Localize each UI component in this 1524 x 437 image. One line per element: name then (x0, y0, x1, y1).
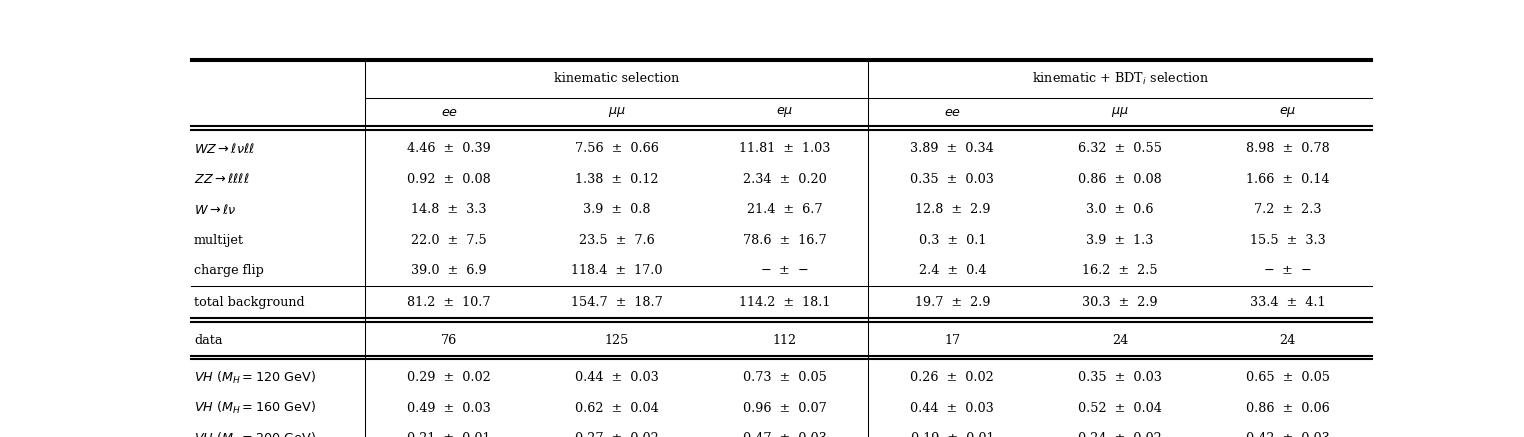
Text: 76: 76 (440, 334, 457, 347)
Text: 0.73  ±  0.05: 0.73 ± 0.05 (742, 371, 826, 384)
Text: kinematic + BDT$_i$ selection: kinematic + BDT$_i$ selection (1032, 70, 1209, 87)
Text: 16.2  ±  2.5: 16.2 ± 2.5 (1082, 264, 1158, 277)
Text: 7.2  ±  2.3: 7.2 ± 2.3 (1254, 203, 1321, 216)
Text: multijet: multijet (194, 234, 244, 247)
Text: $W \rightarrow \ell\nu$: $W \rightarrow \ell\nu$ (194, 203, 236, 217)
Text: 33.4  ±  4.1: 33.4 ± 4.1 (1250, 296, 1326, 309)
Text: 1.66  ±  0.14: 1.66 ± 0.14 (1247, 173, 1329, 186)
Text: 3.9  ±  0.8: 3.9 ± 0.8 (584, 203, 651, 216)
Text: 3.0  ±  0.6: 3.0 ± 0.6 (1087, 203, 1154, 216)
Text: 0.86  ±  0.06: 0.86 ± 0.06 (1245, 402, 1329, 415)
Text: 81.2  ±  10.7: 81.2 ± 10.7 (407, 296, 491, 309)
Text: 17: 17 (945, 334, 960, 347)
Text: $VH\ (M_H = 120\ \mathrm{GeV})$: $VH\ (M_H = 120\ \mathrm{GeV})$ (194, 370, 315, 386)
Text: kinematic selection: kinematic selection (555, 72, 680, 85)
Text: 0.92  ±  0.08: 0.92 ± 0.08 (407, 173, 491, 186)
Text: 0.42  ±  0.03: 0.42 ± 0.03 (1245, 432, 1329, 437)
Text: 0.47  ±  0.03: 0.47 ± 0.03 (742, 432, 826, 437)
Text: 4.46  ±  0.39: 4.46 ± 0.39 (407, 142, 491, 155)
Text: 23.5  ±  7.6: 23.5 ± 7.6 (579, 234, 655, 247)
Text: $\mu\mu$: $\mu\mu$ (608, 105, 626, 119)
Text: 24: 24 (1113, 334, 1128, 347)
Text: 21.4  ±  6.7: 21.4 ± 6.7 (747, 203, 823, 216)
Text: 11.81  ±  1.03: 11.81 ± 1.03 (739, 142, 831, 155)
Text: 30.3  ±  2.9: 30.3 ± 2.9 (1082, 296, 1158, 309)
Text: 2.4  ±  0.4: 2.4 ± 0.4 (919, 264, 986, 277)
Text: 0.49  ±  0.03: 0.49 ± 0.03 (407, 402, 491, 415)
Text: 24: 24 (1280, 334, 1295, 347)
Text: $VH\ (M_H = 160\ \mathrm{GeV})$: $VH\ (M_H = 160\ \mathrm{GeV})$ (194, 400, 315, 416)
Text: 0.35  ±  0.03: 0.35 ± 0.03 (910, 173, 994, 186)
Text: 114.2  ±  18.1: 114.2 ± 18.1 (739, 296, 831, 309)
Text: 0.52  ±  0.04: 0.52 ± 0.04 (1077, 402, 1161, 415)
Text: 15.5  ±  3.3: 15.5 ± 3.3 (1250, 234, 1326, 247)
Text: 1.38  ±  0.12: 1.38 ± 0.12 (575, 173, 658, 186)
Text: 6.32  ±  0.55: 6.32 ± 0.55 (1077, 142, 1161, 155)
Text: 2.34  ±  0.20: 2.34 ± 0.20 (742, 173, 826, 186)
Text: $ee$: $ee$ (440, 106, 457, 119)
Text: 0.35  ±  0.03: 0.35 ± 0.03 (1077, 371, 1161, 384)
Text: 14.8  ±  3.3: 14.8 ± 3.3 (411, 203, 486, 216)
Text: 0.29  ±  0.02: 0.29 ± 0.02 (407, 371, 491, 384)
Text: 19.7  ±  2.9: 19.7 ± 2.9 (914, 296, 991, 309)
Text: 39.0  ±  6.9: 39.0 ± 6.9 (411, 264, 488, 277)
Text: 3.89  ±  0.34: 3.89 ± 0.34 (910, 142, 994, 155)
Text: 0.44  ±  0.03: 0.44 ± 0.03 (910, 402, 994, 415)
Text: $ee$: $ee$ (943, 106, 960, 119)
Text: $VH\ (M_H = 200\ \mathrm{GeV})$: $VH\ (M_H = 200\ \mathrm{GeV})$ (194, 431, 315, 437)
Text: 78.6  ±  16.7: 78.6 ± 16.7 (742, 234, 826, 247)
Text: $e\mu$: $e\mu$ (1279, 105, 1297, 119)
Text: 22.0  ±  7.5: 22.0 ± 7.5 (411, 234, 488, 247)
Text: 0.19  ±  0.01: 0.19 ± 0.01 (910, 432, 994, 437)
Text: 118.4  ±  17.0: 118.4 ± 17.0 (572, 264, 663, 277)
Text: 125: 125 (605, 334, 629, 347)
Text: $WZ \rightarrow \ell\nu\ell\ell$: $WZ \rightarrow \ell\nu\ell\ell$ (194, 142, 255, 156)
Text: total background: total background (194, 296, 305, 309)
Text: 0.21  ±  0.01: 0.21 ± 0.01 (407, 432, 491, 437)
Text: $ZZ \rightarrow \ell\ell\ell\ell$: $ZZ \rightarrow \ell\ell\ell\ell$ (194, 172, 250, 186)
Text: 0.3  ±  0.1: 0.3 ± 0.1 (919, 234, 986, 247)
Text: 0.26  ±  0.02: 0.26 ± 0.02 (910, 371, 994, 384)
Text: 0.86  ±  0.08: 0.86 ± 0.08 (1077, 173, 1161, 186)
Text: 0.62  ±  0.04: 0.62 ± 0.04 (575, 402, 658, 415)
Text: $\mu\mu$: $\mu\mu$ (1111, 105, 1129, 119)
Text: 154.7  ±  18.7: 154.7 ± 18.7 (572, 296, 663, 309)
Text: 0.96  ±  0.07: 0.96 ± 0.07 (742, 402, 826, 415)
Text: 0.24  ±  0.02: 0.24 ± 0.02 (1077, 432, 1161, 437)
Text: 8.98  ±  0.78: 8.98 ± 0.78 (1245, 142, 1329, 155)
Text: data: data (194, 334, 223, 347)
Text: $-$  ±  $-$: $-$ ± $-$ (760, 264, 809, 277)
Text: 0.27  ±  0.02: 0.27 ± 0.02 (575, 432, 658, 437)
Text: $-$  ±  $-$: $-$ ± $-$ (1263, 264, 1312, 277)
Text: 7.56  ±  0.66: 7.56 ± 0.66 (575, 142, 658, 155)
Text: 12.8  ±  2.9: 12.8 ± 2.9 (914, 203, 991, 216)
Text: 3.9  ±  1.3: 3.9 ± 1.3 (1087, 234, 1154, 247)
Text: $e\mu$: $e\mu$ (776, 105, 794, 119)
Text: 0.44  ±  0.03: 0.44 ± 0.03 (575, 371, 658, 384)
Text: charge flip: charge flip (194, 264, 264, 277)
Text: 0.65  ±  0.05: 0.65 ± 0.05 (1245, 371, 1330, 384)
Text: 112: 112 (773, 334, 797, 347)
